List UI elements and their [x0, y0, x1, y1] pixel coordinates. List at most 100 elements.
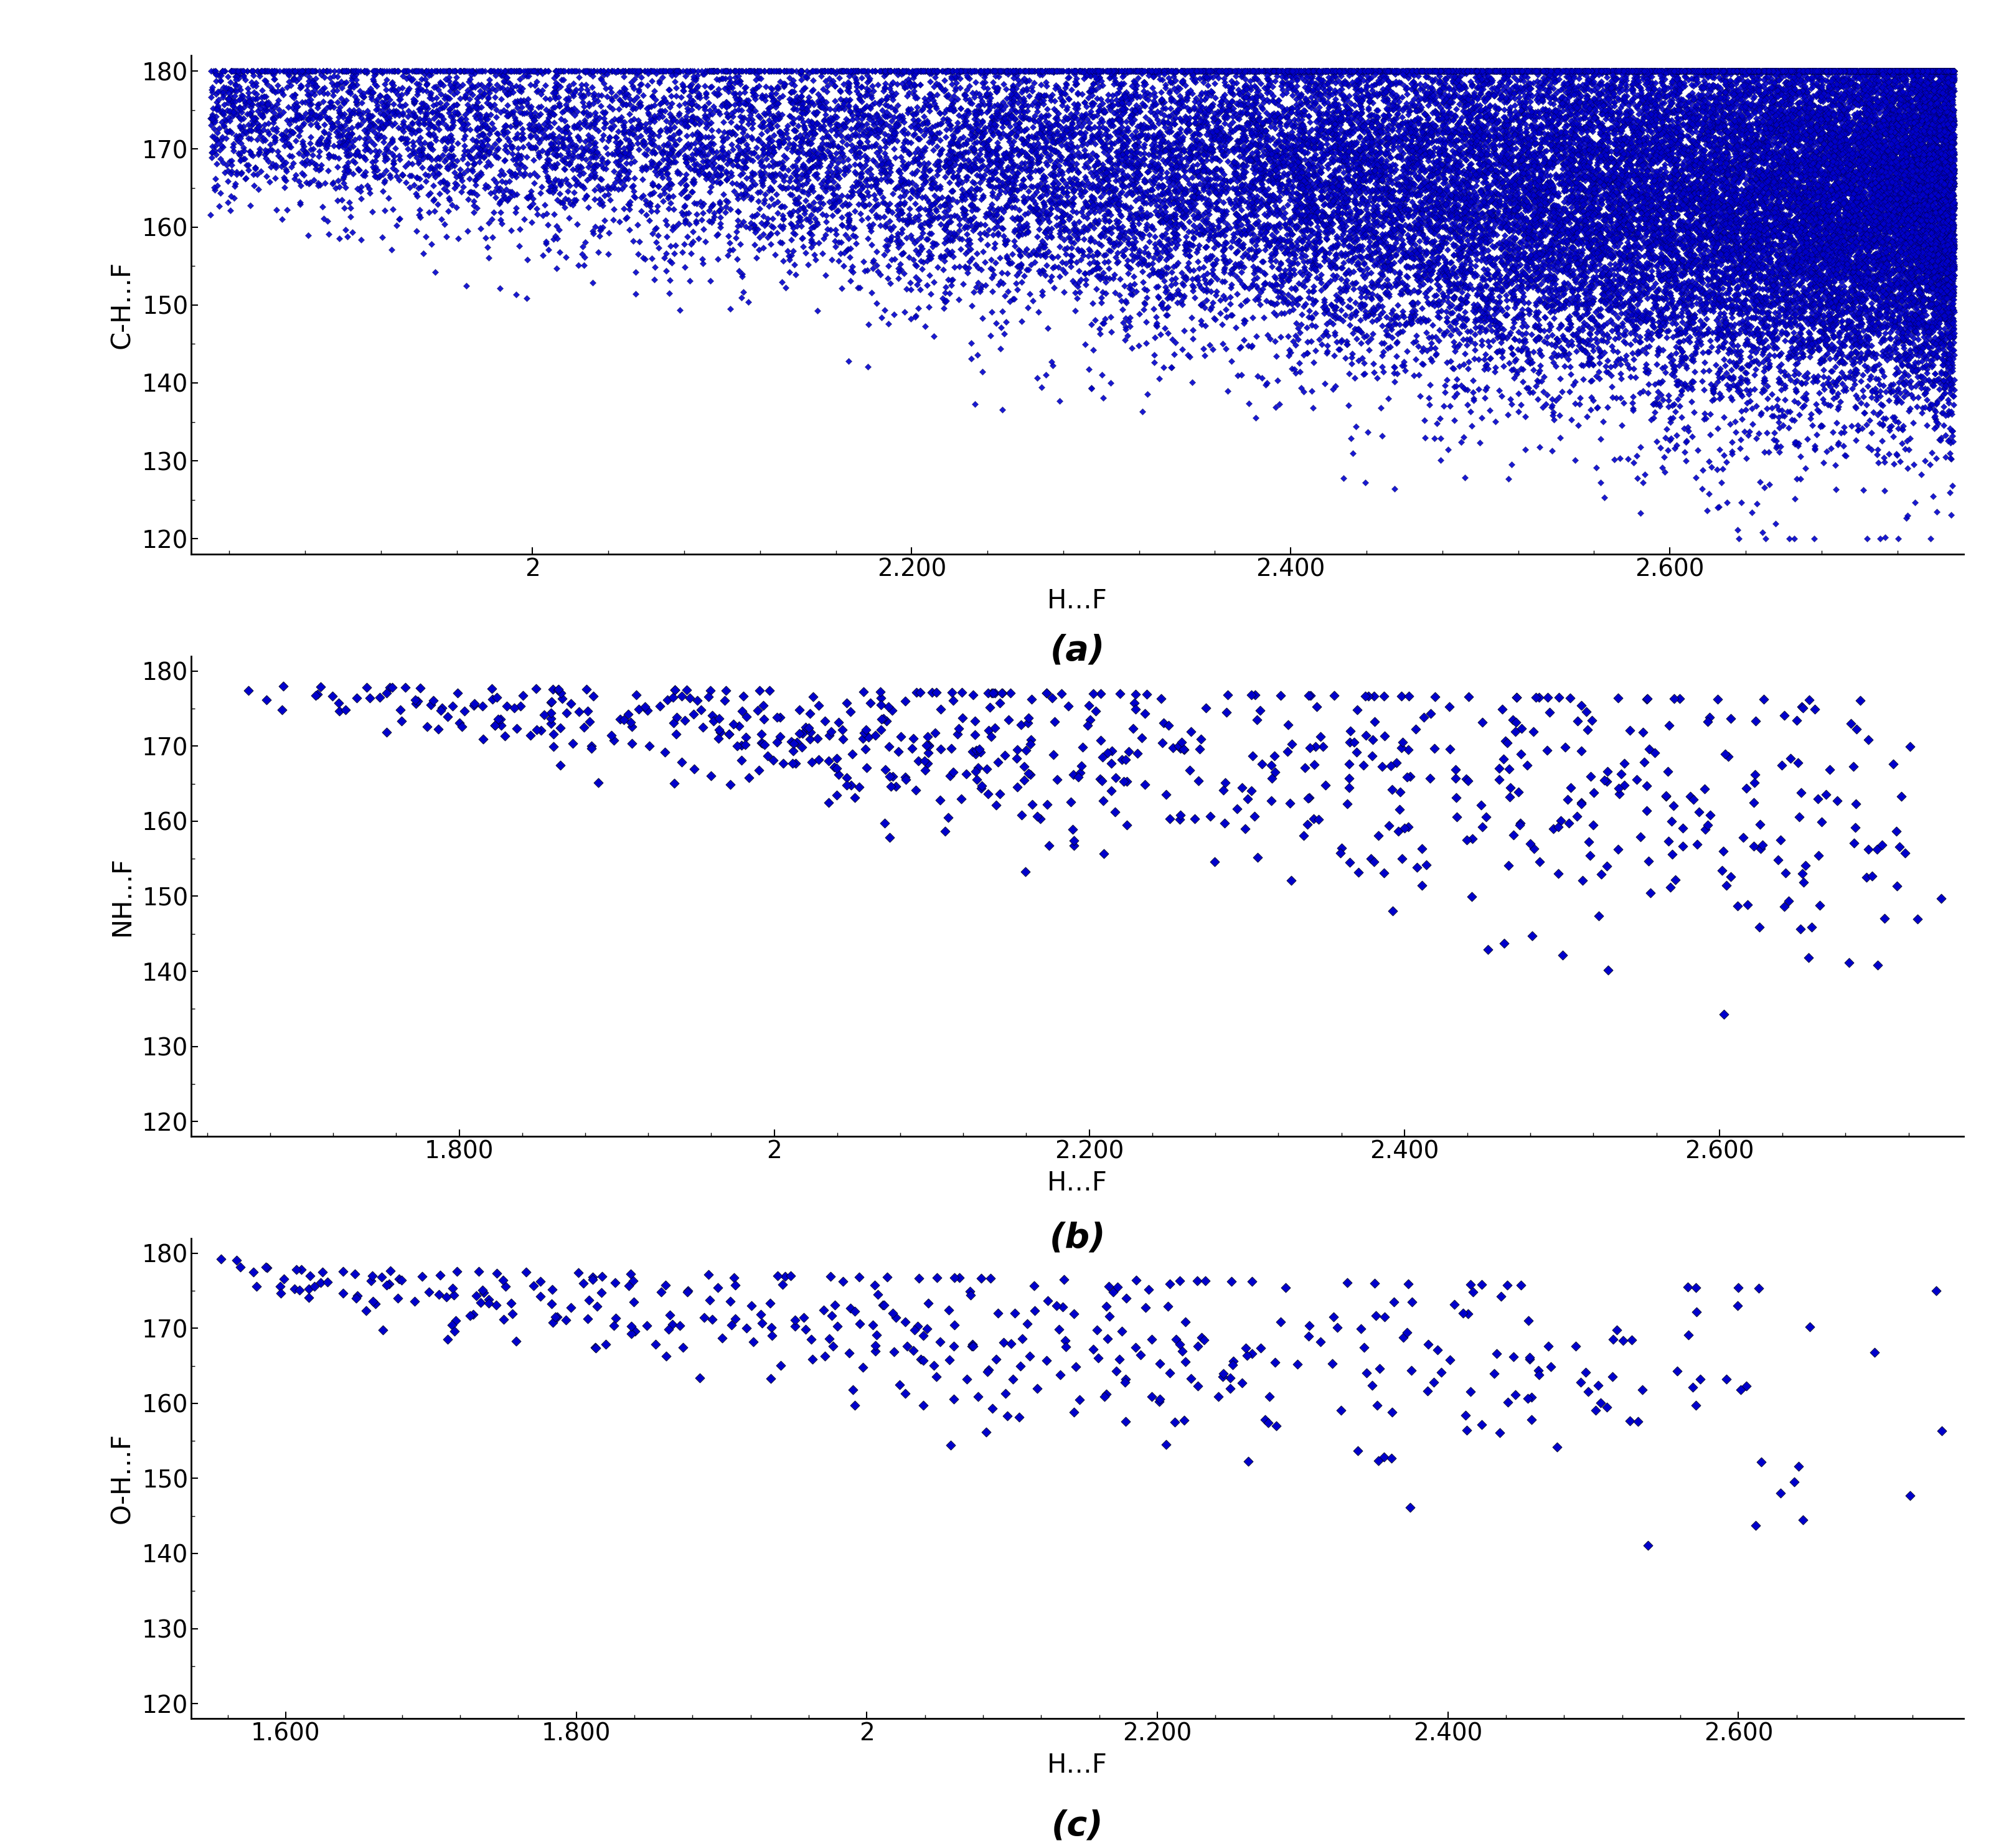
Point [1533, 1331, 1565, 1360]
Point [1839, 61, 1871, 91]
Point [1275, 229, 1307, 259]
Point [939, 116, 971, 146]
Point [1331, 240, 1363, 270]
Point [1504, 200, 1537, 229]
Point [1450, 55, 1482, 85]
Point [1196, 137, 1229, 166]
Point [1273, 170, 1305, 200]
Point [1867, 105, 1899, 135]
Point [1438, 283, 1470, 312]
Point [677, 102, 709, 131]
Point [1706, 214, 1738, 244]
Point [1839, 329, 1871, 359]
Point [1355, 113, 1388, 142]
Point [1525, 133, 1557, 163]
Point [1045, 248, 1077, 277]
Point [1059, 198, 1092, 227]
Point [1631, 1530, 1664, 1560]
Point [1670, 427, 1702, 456]
Point [1813, 55, 1845, 85]
Point [580, 137, 612, 166]
Point [1803, 257, 1835, 286]
Point [1559, 55, 1591, 85]
Point [934, 761, 967, 791]
Point [630, 190, 663, 220]
Point [1345, 242, 1378, 272]
Point [671, 1277, 703, 1307]
Point [252, 137, 284, 166]
Point [1269, 285, 1301, 314]
Point [1444, 63, 1476, 92]
Point [1003, 216, 1035, 246]
Point [657, 213, 689, 242]
Point [1887, 164, 1919, 194]
Point [570, 164, 602, 194]
Point [1353, 227, 1386, 257]
Point [1259, 181, 1291, 211]
Point [1347, 275, 1380, 305]
Point [348, 57, 381, 87]
Point [1084, 63, 1116, 92]
Point [1712, 309, 1744, 338]
Point [1788, 142, 1821, 172]
Point [1702, 102, 1734, 131]
Point [659, 231, 691, 261]
Point [616, 113, 649, 142]
Point [1758, 87, 1790, 116]
Point [828, 68, 860, 98]
Point [457, 72, 489, 102]
Point [1780, 152, 1813, 181]
Point [1633, 113, 1666, 142]
Point [1935, 78, 1968, 107]
Point [1867, 408, 1899, 438]
Point [1857, 316, 1889, 346]
Point [1190, 183, 1222, 213]
Point [1011, 255, 1043, 285]
Point [1913, 98, 1946, 128]
Point [1801, 784, 1833, 813]
Point [1142, 59, 1174, 89]
Point [1394, 1493, 1426, 1523]
Point [1790, 137, 1823, 166]
Point [761, 103, 794, 133]
Point [407, 144, 439, 174]
Point [268, 671, 300, 700]
Point [1919, 144, 1952, 174]
Point [1877, 144, 1909, 174]
Point [1754, 91, 1786, 120]
Point [1176, 187, 1208, 216]
Point [1565, 192, 1597, 222]
Point [1923, 153, 1956, 183]
Point [1905, 362, 1937, 392]
Point [1498, 102, 1531, 131]
Point [1623, 55, 1656, 85]
Point [1754, 246, 1786, 275]
Point [1583, 194, 1615, 224]
Point [1925, 55, 1958, 85]
Point [983, 133, 1015, 163]
Point [1788, 61, 1821, 91]
Point [1567, 124, 1599, 153]
Point [1283, 144, 1315, 174]
Point [1601, 96, 1633, 126]
Point [1720, 257, 1752, 286]
Point [1172, 55, 1204, 85]
Point [1917, 140, 1950, 170]
Point [729, 115, 761, 144]
Point [1293, 144, 1325, 174]
Point [1885, 163, 1917, 192]
Point [1909, 222, 1941, 251]
Point [1909, 237, 1941, 266]
Point [1607, 209, 1639, 238]
Point [1790, 220, 1823, 249]
Point [1933, 379, 1966, 408]
Point [1359, 155, 1392, 185]
Point [1925, 303, 1958, 333]
Point [1553, 809, 1585, 839]
Point [922, 185, 955, 214]
Point [1768, 159, 1801, 188]
Point [1839, 70, 1871, 100]
Point [1937, 98, 1970, 128]
Point [1229, 170, 1261, 200]
Point [1931, 129, 1964, 159]
